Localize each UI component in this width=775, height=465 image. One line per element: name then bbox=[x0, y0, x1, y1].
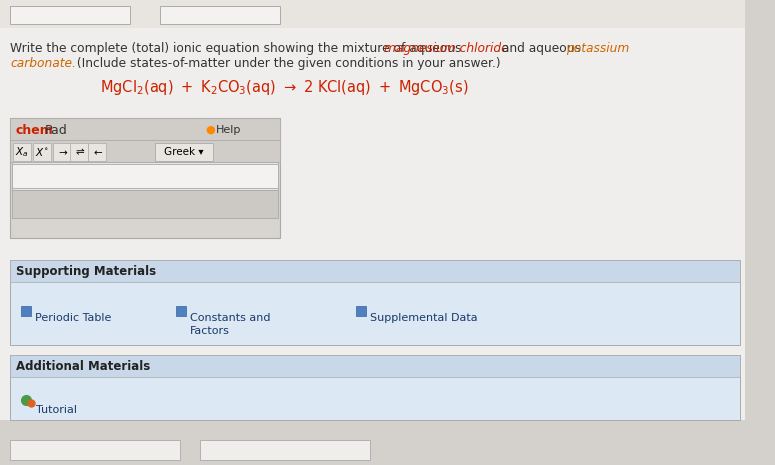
Text: chem: chem bbox=[15, 124, 53, 137]
Text: Pad: Pad bbox=[45, 124, 67, 137]
Bar bbox=[10, 260, 740, 282]
Text: Help: Help bbox=[216, 125, 241, 135]
Bar bbox=[13, 143, 31, 161]
Bar bbox=[10, 6, 130, 24]
Bar bbox=[12, 164, 278, 188]
Text: (Include states-of-matter under the given conditions in your answer.): (Include states-of-matter under the give… bbox=[73, 57, 501, 70]
Bar bbox=[0, 28, 775, 115]
Bar bbox=[88, 143, 106, 161]
Bar bbox=[10, 118, 280, 238]
Bar bbox=[0, 0, 775, 28]
Text: Periodic Table: Periodic Table bbox=[35, 313, 112, 323]
Bar bbox=[10, 355, 740, 420]
Bar bbox=[160, 6, 280, 24]
Bar bbox=[0, 420, 775, 465]
Text: Supplemental Data: Supplemental Data bbox=[370, 313, 477, 323]
Text: Write the complete (total) ionic equation showing the mixture of aqueous: Write the complete (total) ionic equatio… bbox=[10, 42, 465, 55]
Bar bbox=[12, 190, 278, 218]
Text: Factors: Factors bbox=[190, 326, 230, 336]
Bar bbox=[10, 440, 180, 460]
Bar bbox=[155, 143, 213, 161]
Text: Greek ▾: Greek ▾ bbox=[164, 147, 204, 157]
Bar bbox=[10, 355, 740, 377]
Bar bbox=[53, 143, 71, 161]
Bar bbox=[0, 425, 775, 465]
Text: $\rightleftharpoons$: $\rightleftharpoons$ bbox=[73, 147, 85, 157]
Bar bbox=[10, 260, 740, 345]
Text: and aqueous: and aqueous bbox=[498, 42, 585, 55]
Text: Constants and: Constants and bbox=[190, 313, 270, 323]
Bar bbox=[12, 162, 278, 190]
Text: $\rightarrow$: $\rightarrow$ bbox=[56, 147, 68, 157]
Bar bbox=[200, 440, 370, 460]
Bar bbox=[10, 118, 280, 140]
Bar bbox=[356, 306, 366, 316]
Bar bbox=[745, 0, 775, 465]
Text: Supporting Materials: Supporting Materials bbox=[16, 266, 156, 279]
Text: Additional Materials: Additional Materials bbox=[16, 360, 150, 373]
Text: magnesium chloride: magnesium chloride bbox=[384, 42, 508, 55]
Text: Tutorial: Tutorial bbox=[36, 405, 77, 415]
Text: ●: ● bbox=[205, 125, 215, 135]
Text: $\leftarrow$: $\leftarrow$ bbox=[91, 147, 103, 157]
Text: potassium: potassium bbox=[566, 42, 629, 55]
Bar bbox=[21, 306, 31, 316]
Bar bbox=[33, 143, 51, 161]
Text: $X^{\circ}$: $X^{\circ}$ bbox=[35, 146, 49, 158]
Text: $\mathregular{MgCl_2(aq)\ +\ K_2CO_3(aq)\ \rightarrow\ 2\ KCl(aq)\ +\ MgCO_3(s)}: $\mathregular{MgCl_2(aq)\ +\ K_2CO_3(aq)… bbox=[100, 78, 469, 97]
Text: $X_a$: $X_a$ bbox=[16, 145, 29, 159]
Bar bbox=[176, 306, 186, 316]
Text: carbonate.: carbonate. bbox=[10, 57, 76, 70]
Bar bbox=[70, 143, 88, 161]
Bar bbox=[10, 140, 280, 162]
